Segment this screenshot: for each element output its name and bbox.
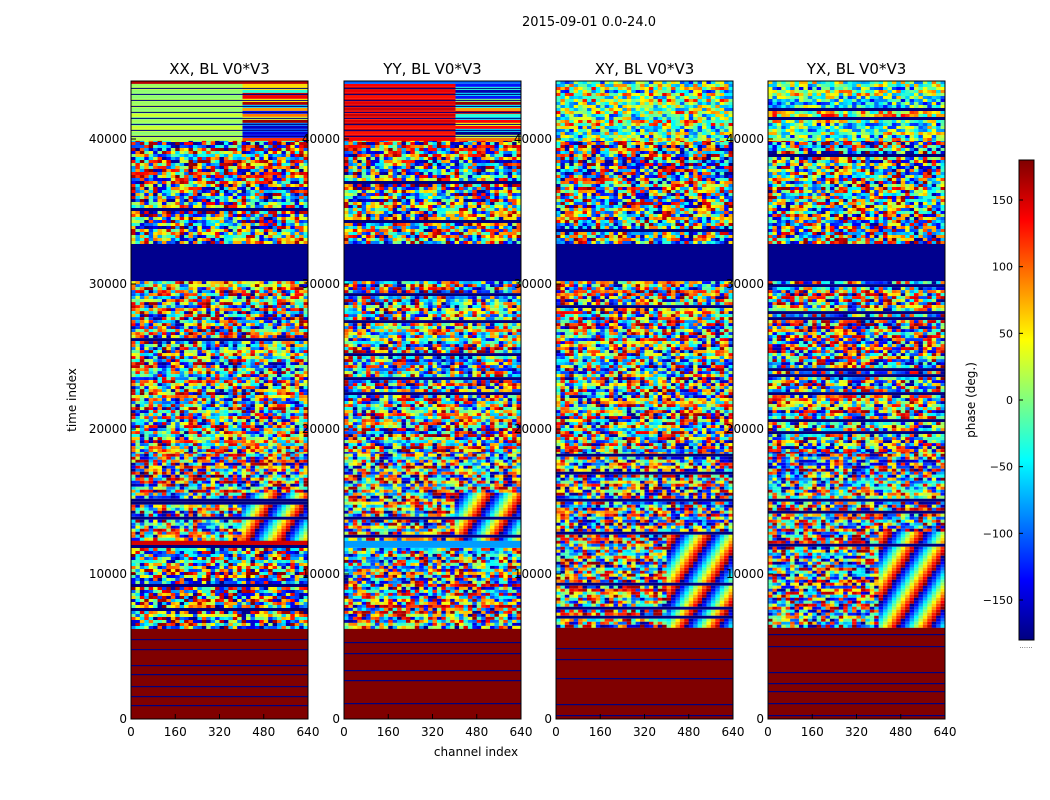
- x-tick-label: 320: [208, 725, 231, 739]
- heatmap-band-solid: [131, 243, 308, 282]
- heatmap-band-solid: [131, 539, 308, 545]
- heatmap-image: [556, 81, 733, 719]
- heatmap-image: [344, 81, 521, 719]
- y-axis-label: time index: [65, 368, 79, 432]
- heatmap-band-solid: [344, 81, 521, 84]
- heatmap-band-solid: [556, 243, 733, 282]
- heatmap-band-solid: [768, 627, 945, 719]
- y-tick-label: 20000: [89, 422, 127, 436]
- heatmap-band-noise-fringe: [556, 450, 733, 628]
- heatmap-band-noise-light: [768, 81, 945, 141]
- x-tick-label: 320: [421, 725, 444, 739]
- heatmap-band-solid: [344, 243, 521, 282]
- heatmap-band-noise: [344, 547, 521, 629]
- heatmap-band-solid: [344, 540, 521, 548]
- y-tick-label: 0: [332, 712, 340, 726]
- panel-title: XX, BL V0*V3: [169, 60, 270, 78]
- y-tick-label: 40000: [302, 132, 340, 146]
- colorbar-tick-label: −150: [983, 594, 1013, 607]
- heatmap-band-noise: [556, 281, 733, 453]
- heatmap-band-solid: [344, 627, 521, 719]
- heatmap-band-noise: [131, 545, 308, 629]
- x-tick-label: 160: [589, 725, 612, 739]
- x-tick-label: 640: [934, 725, 957, 739]
- panel-title: YX, BL V0*V3: [806, 60, 907, 78]
- heatmap-band-solid: [131, 81, 308, 84]
- y-tick-label: 10000: [89, 567, 127, 581]
- y-tick-label: 0: [119, 712, 127, 726]
- y-tick-label: 20000: [514, 422, 552, 436]
- panels: XX, BL V0*V3 0 160 320 480 640 0 10000 20000 3000…: [89, 60, 957, 739]
- x-tick-label: 0: [552, 725, 560, 739]
- heatmap-image: [131, 81, 308, 719]
- panel-title: YY, BL V0*V3: [382, 60, 481, 78]
- y-tick-label: 10000: [726, 567, 764, 581]
- x-tick-label: 480: [889, 725, 912, 739]
- y-tick-label: 40000: [726, 132, 764, 146]
- y-tick-label: 30000: [89, 277, 127, 291]
- x-tick-label: 0: [764, 725, 772, 739]
- x-tick-label: 320: [633, 725, 656, 739]
- heatmap-band-noise: [556, 139, 733, 244]
- panel-title: XY, BL V0*V3: [595, 60, 695, 78]
- x-tick-label: 640: [297, 725, 320, 739]
- heatmap-band-striped: [131, 83, 308, 141]
- y-tick-label: 20000: [302, 422, 340, 436]
- panel-xy: XY, BL V0*V3 0 160 320 480 640 0 10000 20000 3000…: [514, 60, 745, 739]
- y-tick-label: 30000: [726, 277, 764, 291]
- y-tick-label: 0: [544, 712, 552, 726]
- y-tick-label: 10000: [514, 567, 552, 581]
- x-tick-label: 640: [510, 725, 533, 739]
- x-tick-label: 160: [801, 725, 824, 739]
- colorbar-tick-label: −50: [990, 461, 1013, 474]
- colorbar-tick-label: 100: [992, 261, 1013, 274]
- heatmap-band-noise-fringe: [344, 450, 521, 541]
- y-tick-label: 0: [756, 712, 764, 726]
- colorbar: 150 100 50 0 −50 −100 −150: [983, 159, 1035, 641]
- colorbar-tick-label: 150: [992, 194, 1013, 207]
- heatmap-band-solid: [768, 243, 945, 282]
- heatmap-band-solid: [131, 627, 308, 719]
- panel-yx: YX, BL V0*V3 0 160 320 480 640 0 10000 20000 3000…: [726, 60, 957, 739]
- panel-xx: XX, BL V0*V3 0 160 320 480 640 0 10000 20000 3000…: [89, 60, 320, 739]
- heatmap-image: [768, 81, 945, 719]
- heatmap-band-noise-fringe: [131, 450, 308, 541]
- x-tick-label: 320: [845, 725, 868, 739]
- y-tick-label: 10000: [302, 567, 340, 581]
- x-tick-label: 160: [377, 725, 400, 739]
- colorbar-tick-label: 0: [1006, 394, 1013, 407]
- heatmap-band-noise: [768, 139, 945, 244]
- heatmap-band-noise: [768, 281, 945, 453]
- y-tick-label: 30000: [514, 277, 552, 291]
- colorbar-footnote: ......: [1019, 642, 1032, 650]
- x-tick-label: 480: [677, 725, 700, 739]
- heatmap-band-noise: [344, 139, 521, 244]
- heatmap-band-noise: [344, 281, 521, 453]
- x-tick-label: 0: [340, 725, 348, 739]
- x-tick-label: 0: [127, 725, 135, 739]
- colorbar-label: phase (deg.): [964, 362, 978, 438]
- x-tick-label: 480: [252, 725, 275, 739]
- heatmap-band-noise: [131, 281, 308, 453]
- y-tick-label: 40000: [89, 132, 127, 146]
- heatmap-band-solid: [556, 627, 733, 719]
- heatmap-band-noise: [131, 139, 308, 244]
- colorbar-tick-label: −100: [983, 527, 1013, 540]
- heatmap-band-noise-light: [556, 81, 733, 141]
- x-tick-label: 480: [465, 725, 488, 739]
- colorbar-tick-label: 50: [999, 327, 1013, 340]
- x-tick-label: 640: [722, 725, 745, 739]
- y-tick-label: 40000: [514, 132, 552, 146]
- panel-yy: YY, BL V0*V3 0 160 320 480 640 0 10000 20000 3000…: [302, 60, 533, 739]
- x-tick-label: 160: [164, 725, 187, 739]
- y-tick-label: 20000: [726, 422, 764, 436]
- heatmap-band-noise-fringe: [768, 450, 945, 628]
- y-tick-label: 30000: [302, 277, 340, 291]
- figure-suptitle: 2015-09-01 0.0-24.0: [522, 15, 656, 30]
- x-axis-label: channel index: [434, 745, 518, 759]
- heatmap-band-striped: [344, 83, 521, 141]
